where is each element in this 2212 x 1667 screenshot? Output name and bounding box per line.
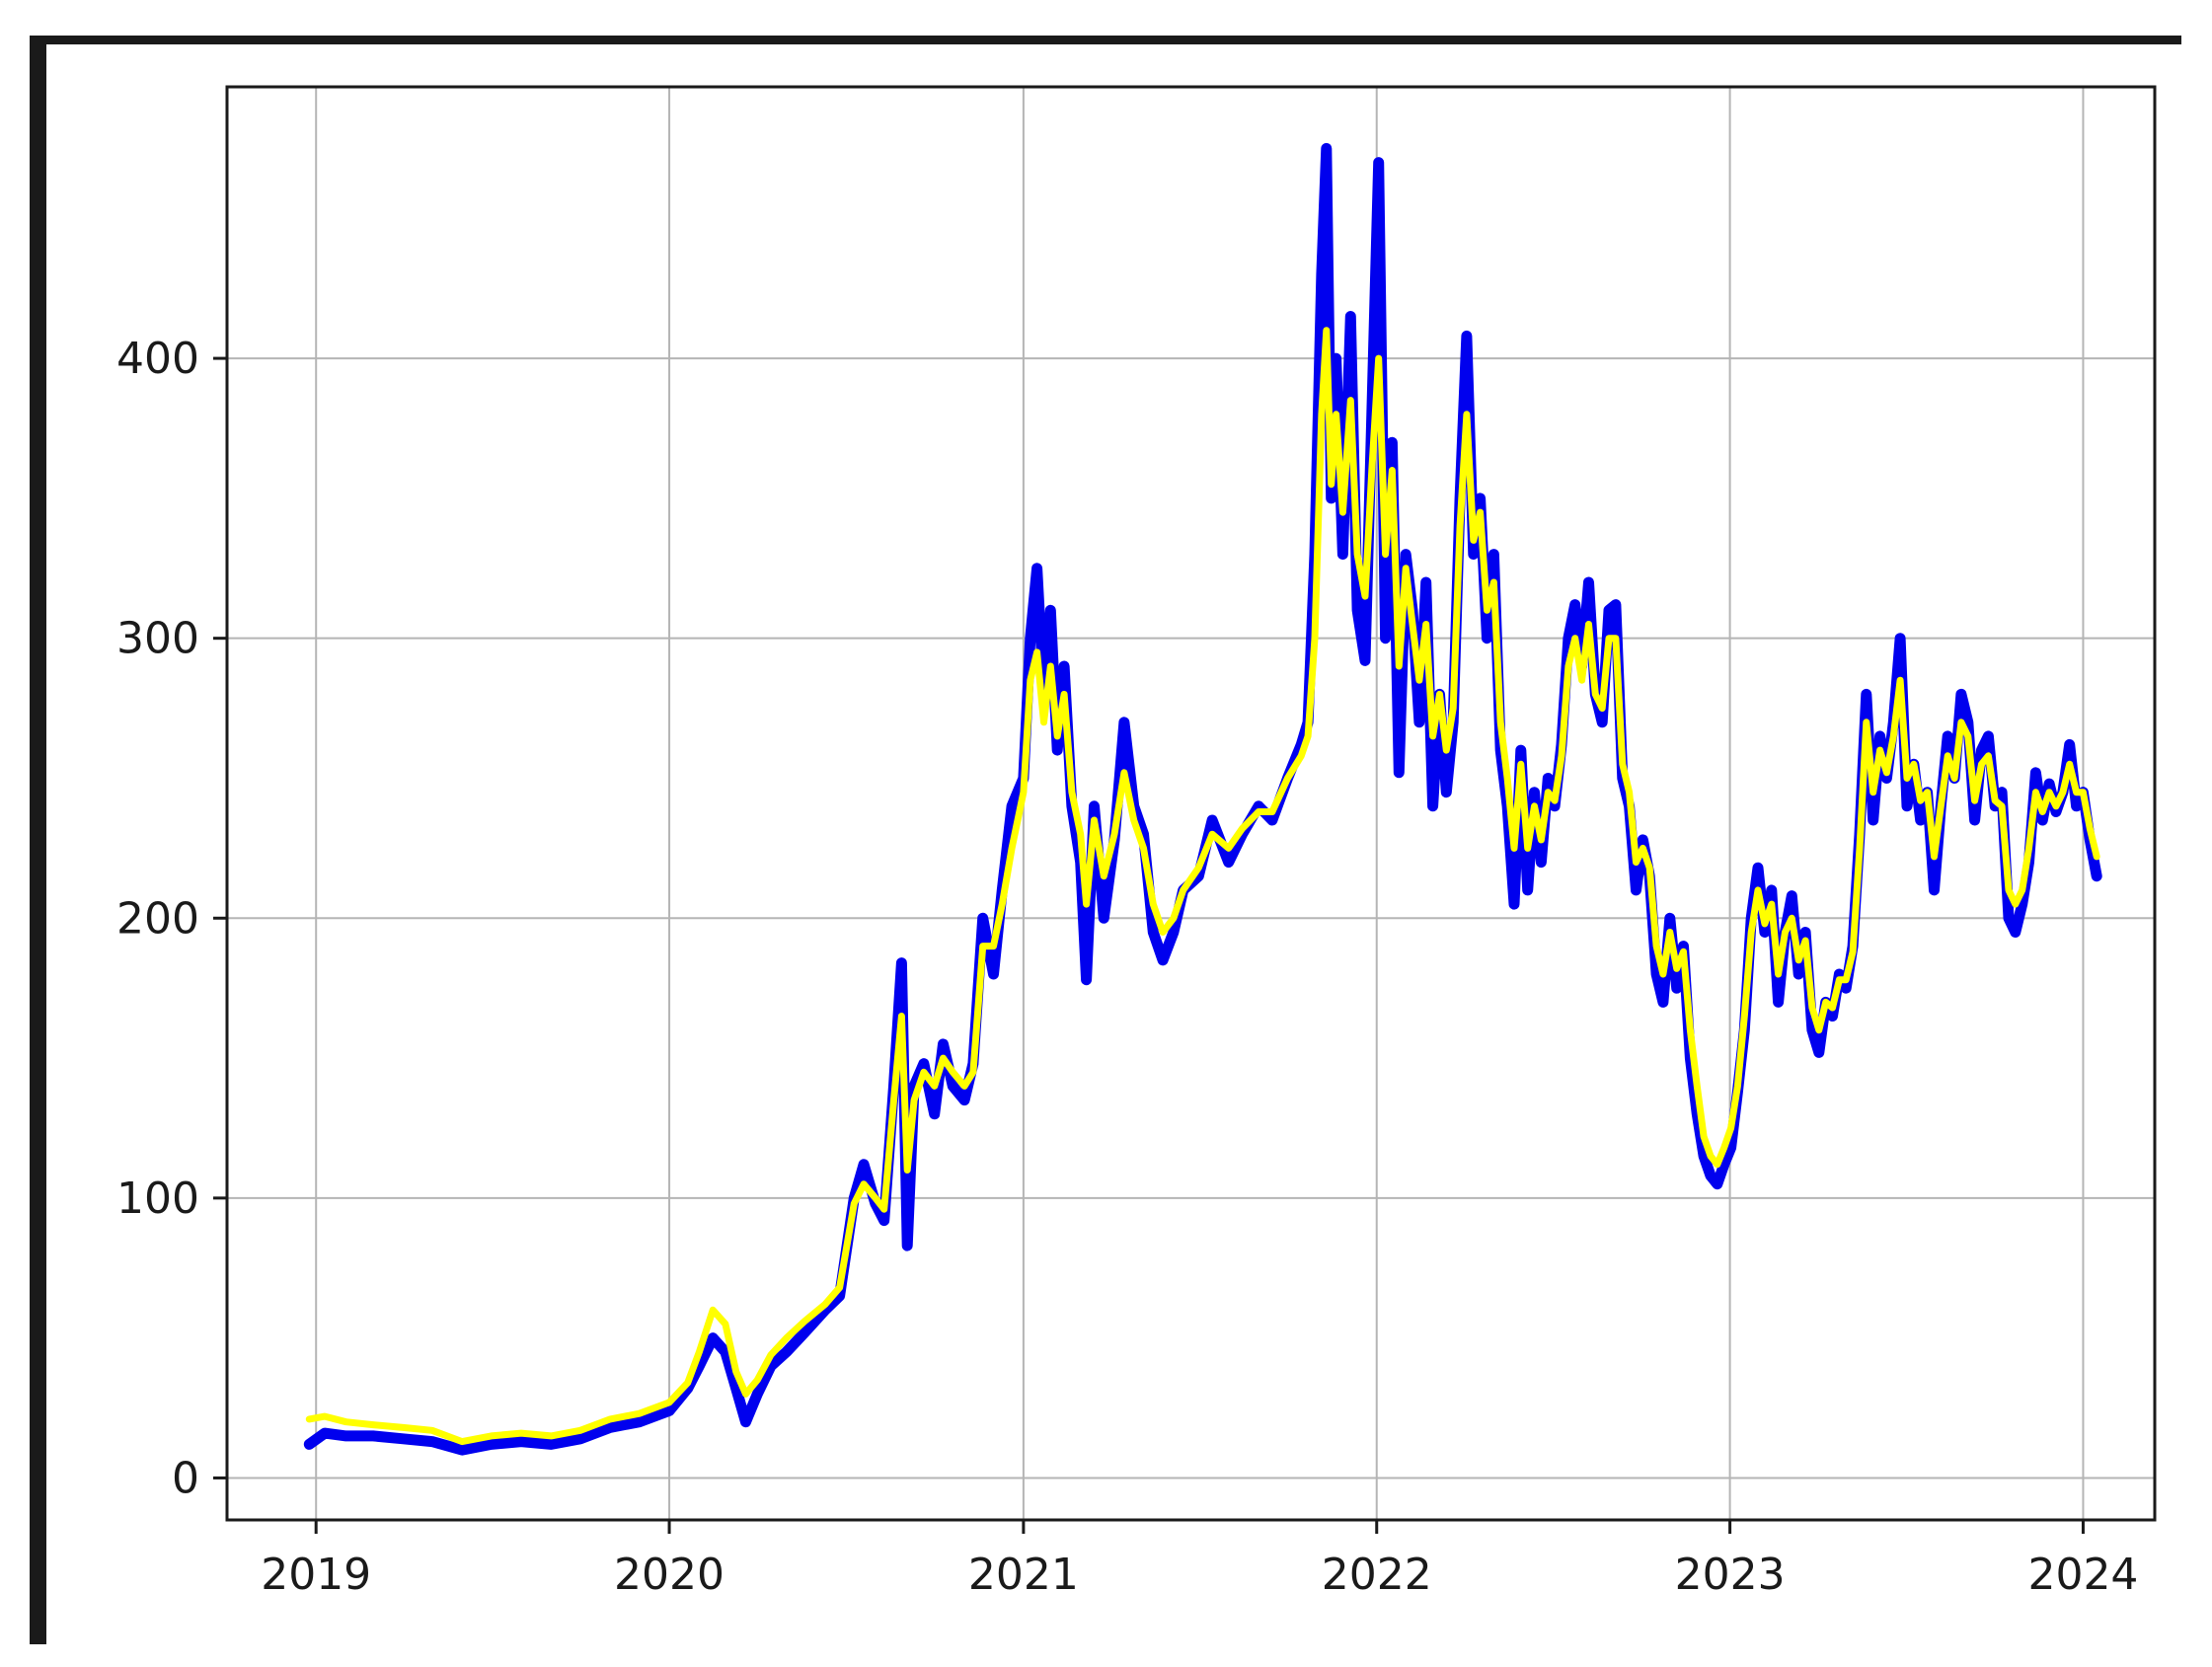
frame-left-edge (30, 36, 46, 1644)
frame-top-edge (30, 36, 2181, 44)
axis-ticks: 2019 2020 2021 2022 2023 2024 0 100 200 300 400 (116, 334, 2138, 1600)
y-tick-label: 100 (116, 1174, 199, 1224)
y-tick-label: 200 (116, 893, 199, 944)
x-tick-label: 2019 (261, 1550, 371, 1600)
y-tick-label: 300 (116, 614, 199, 664)
y-tick-label: 400 (116, 334, 199, 384)
x-tick-label: 2024 (2027, 1550, 2138, 1600)
x-tick-label: 2022 (1322, 1550, 1432, 1600)
x-tick-label: 2023 (1675, 1550, 1786, 1600)
plot-area-border (225, 85, 2157, 1522)
x-tick-label: 2021 (968, 1550, 1079, 1600)
y-tick-label: 0 (172, 1453, 199, 1503)
series-line-2 (305, 327, 2100, 1446)
series-group (303, 142, 2102, 1456)
x-tick-label: 2020 (614, 1550, 725, 1600)
